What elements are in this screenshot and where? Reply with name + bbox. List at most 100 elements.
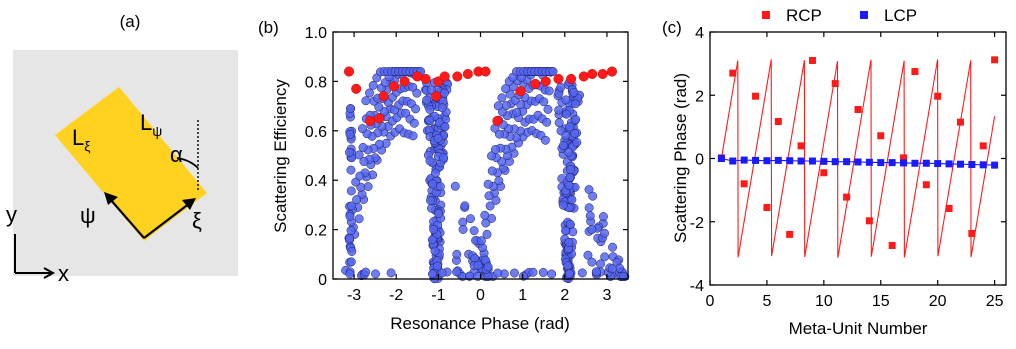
rcp-point [797, 142, 805, 150]
x-tick-label: 25 [986, 293, 1004, 310]
y-tick-label: 0.6 [305, 124, 327, 141]
local-axes [109, 198, 191, 239]
red-point [515, 86, 526, 97]
blue-point [408, 131, 418, 141]
rcp-point [808, 56, 816, 64]
blue-point [528, 267, 538, 277]
blue-point [425, 115, 435, 125]
blue-point [577, 268, 587, 278]
blue-point [564, 269, 574, 279]
rcp-point [820, 169, 828, 177]
x-tick-label: -3 [347, 287, 361, 304]
blue-point [425, 156, 435, 166]
blue-point [482, 229, 492, 239]
y-tick-label: -2 [690, 215, 704, 232]
blue-point [430, 168, 440, 178]
panel-c-label: (c) [662, 18, 682, 37]
rcp-point [922, 181, 930, 189]
blue-point [493, 268, 503, 278]
panel-a-label: (a) [120, 12, 141, 31]
panel-c-points [717, 56, 999, 249]
red-point [399, 76, 410, 87]
panel-b-y-ticks: 0 0.2 0.4 0.6 0.8 1.0 [305, 25, 628, 289]
red-point [597, 68, 608, 79]
blue-point [427, 235, 437, 245]
blue-point [569, 87, 579, 97]
x-tick-label: 3 [602, 287, 611, 304]
panel-c-x-axis-title: Meta-Unit Number [789, 319, 928, 338]
rcp-point [991, 56, 999, 64]
blue-point [466, 214, 475, 224]
panel-b-x-axis-title: Resonance Phase (rad) [390, 314, 570, 333]
psi-arrow-head [104, 192, 118, 205]
lcp-point [843, 158, 851, 166]
lcp-point [786, 157, 794, 165]
rcp-point [774, 117, 782, 125]
blue-point [346, 257, 356, 267]
blue-point [409, 118, 419, 128]
blue-point [567, 195, 577, 205]
lcp-point [808, 157, 816, 165]
lcp-point [752, 156, 760, 164]
blue-point [564, 181, 574, 190]
panel-b-y-axis-title: Scattering Efficiency [271, 79, 290, 233]
y-tick-label: 0.4 [305, 173, 327, 190]
blue-point [434, 209, 444, 218]
blue-point [561, 109, 571, 119]
blue-point [345, 233, 355, 243]
x-tick-label: 0 [706, 293, 715, 310]
psi-label: ψ [80, 203, 96, 228]
panel-c-y-ticks: -4 -2 0 2 4 [690, 25, 1006, 295]
blue-point [487, 166, 497, 176]
lcp-point [911, 159, 919, 167]
blue-point [564, 147, 574, 157]
y-axis-label: y [6, 202, 17, 227]
blue-point [371, 269, 380, 279]
panel-a: (a) Lξ Lψ α ψ ξ y x [6, 12, 238, 286]
blue-point [374, 102, 384, 112]
blue-point [519, 271, 528, 281]
rcp-point [877, 132, 885, 140]
blue-point [570, 128, 580, 138]
rcp-point [729, 69, 737, 77]
blue-point [561, 226, 571, 236]
blue-point [345, 269, 355, 279]
y-tick-label: 0 [318, 272, 327, 289]
blue-point [584, 203, 594, 213]
blue-point [452, 267, 462, 277]
blue-point [564, 237, 574, 247]
rcp-point [763, 204, 771, 212]
lcp-point [774, 156, 782, 164]
red-point [480, 66, 491, 77]
blue-point [483, 262, 493, 272]
l-xi-label: Lξ [72, 125, 91, 154]
lcp-point [968, 161, 976, 169]
nanofin-element [55, 87, 207, 241]
x-tick-label: -2 [389, 287, 403, 304]
red-point [492, 115, 503, 126]
blue-point [547, 269, 557, 279]
alpha-arc [176, 157, 199, 169]
blue-point [483, 179, 493, 189]
blue-point [554, 105, 564, 115]
blue-point [565, 122, 575, 132]
blue-point [565, 165, 575, 175]
blue-point [501, 101, 511, 111]
blue-point [450, 181, 460, 191]
panel-c-legend: RCP LCP [762, 6, 917, 25]
blue-point [588, 191, 598, 201]
blue-point [437, 268, 447, 278]
blue-point [440, 122, 450, 132]
lcp-point [900, 159, 908, 167]
blue-point [347, 201, 356, 211]
red-point [530, 78, 541, 89]
blue-point [375, 139, 384, 149]
blue-point [543, 104, 553, 114]
blue-point [497, 93, 507, 103]
y-tick-label: 4 [695, 25, 704, 42]
blue-point [561, 130, 571, 140]
blue-point [345, 211, 355, 221]
x-tick-label: 15 [872, 293, 890, 310]
red-point [439, 71, 450, 82]
